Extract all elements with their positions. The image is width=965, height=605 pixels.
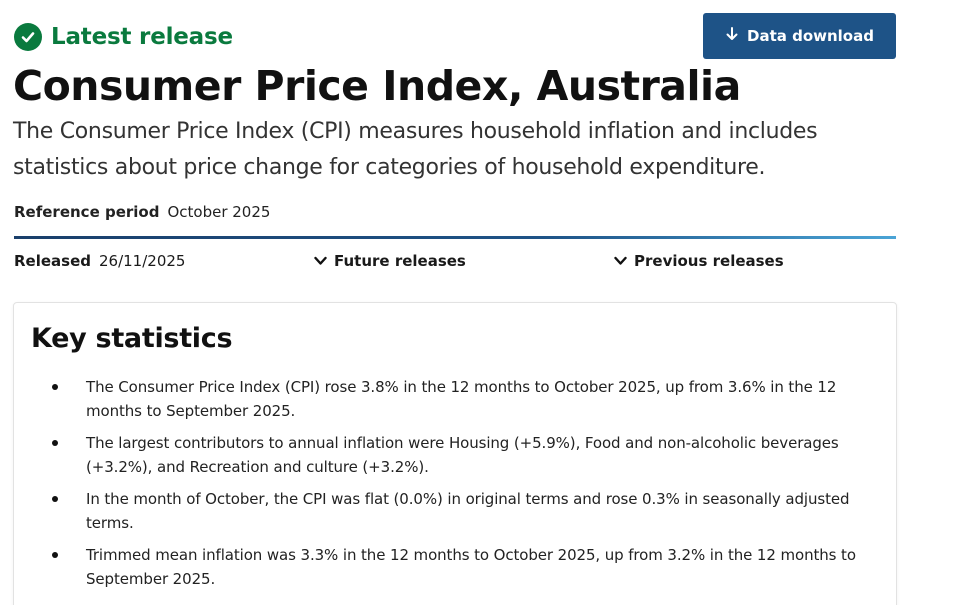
page-summary: The Consumer Price Index (CPI) measures … — [13, 119, 818, 180]
released-value: 26/11/2025 — [99, 252, 186, 270]
chevron-down-icon — [614, 252, 627, 270]
released-date: Released 26/11/2025 — [14, 252, 185, 270]
future-releases-label: Future releases — [334, 252, 466, 270]
list-item-text: Trimmed mean inflation was 3.3% in the 1… — [86, 546, 856, 588]
check-circle-icon — [14, 23, 42, 51]
bullet-icon — [52, 384, 58, 390]
data-download-label: Data download — [747, 27, 874, 45]
reference-period-value: October 2025 — [167, 203, 271, 221]
list-item: The Consumer Price Index (CPI) rose 3.8%… — [14, 375, 874, 423]
list-item: In the month of October, the CPI was fla… — [14, 487, 874, 535]
list-item: Trimmed mean inflation was 3.3% in the 1… — [14, 543, 874, 591]
reference-period: Reference period October 2025 — [14, 203, 270, 221]
arrow-down-icon — [725, 26, 739, 46]
reference-period-label: Reference period — [14, 203, 160, 221]
list-item: The largest contributors to annual infla… — [14, 431, 874, 479]
previous-releases-label: Previous releases — [634, 252, 784, 270]
divider — [14, 236, 896, 239]
latest-release-badge: Latest release — [14, 23, 233, 51]
list-item-text: The largest contributors to annual infla… — [86, 434, 839, 476]
chevron-down-icon — [314, 252, 327, 270]
key-statistics-heading: Key statistics — [31, 323, 233, 354]
key-statistics-card: Key statistics The Consumer Price Index … — [13, 302, 897, 605]
page-title: Consumer Price Index, Australia — [13, 62, 741, 110]
released-label: Released — [14, 252, 91, 270]
future-releases-toggle[interactable]: Future releases — [314, 252, 466, 270]
list-item-text: In the month of October, the CPI was fla… — [86, 490, 850, 532]
key-statistics-list: The Consumer Price Index (CPI) rose 3.8%… — [14, 375, 874, 599]
bullet-icon — [52, 496, 58, 502]
release-meta-row: Released 26/11/2025 Future releases Previ… — [14, 252, 896, 274]
data-download-button[interactable]: Data download — [703, 13, 896, 59]
bullet-icon — [52, 440, 58, 446]
previous-releases-toggle[interactable]: Previous releases — [614, 252, 784, 270]
list-item-text: The Consumer Price Index (CPI) rose 3.8%… — [86, 378, 837, 420]
bullet-icon — [52, 552, 58, 558]
latest-release-label: Latest release — [51, 24, 233, 50]
